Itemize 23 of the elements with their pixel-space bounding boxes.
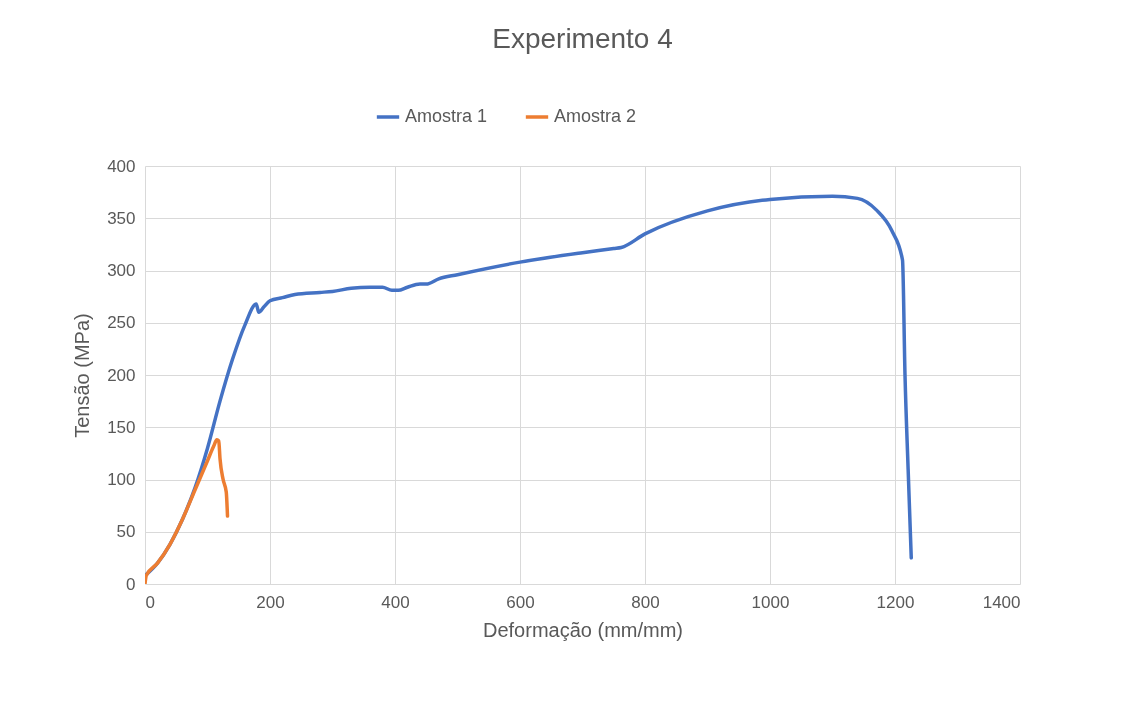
x-tick-label: 0	[145, 592, 155, 612]
y-tick-label: 200	[107, 365, 136, 385]
chart-title: Experimento 4	[492, 23, 673, 54]
y-tick-label: 50	[116, 522, 136, 542]
legend-label: Amostra 1	[405, 106, 488, 126]
x-tick-label: 800	[631, 592, 660, 612]
x-tick-label: 600	[506, 592, 535, 612]
x-tick-label: 400	[381, 592, 410, 612]
x-axis-title: Deformação (mm/mm)	[482, 618, 684, 641]
y-tick-label: 300	[107, 261, 136, 280]
legend-label: Amostra 2	[554, 106, 637, 126]
x-tick-label: 200	[256, 592, 285, 612]
y-tick-label: 250	[107, 313, 136, 333]
x-tick-label: 1000	[751, 592, 790, 612]
x-tick-label: 1400	[982, 592, 1021, 612]
y-tick-label: 150	[107, 417, 136, 437]
y-tick-label: 0	[126, 574, 136, 594]
y-tick-label: 350	[107, 208, 136, 228]
y-tick-label: 400	[107, 156, 136, 176]
y-axis-title: Tensão (MPa)	[71, 313, 94, 438]
x-tick-label: 1200	[876, 592, 915, 612]
y-tick-label: 100	[107, 470, 136, 489]
line-series	[145, 438, 230, 584]
